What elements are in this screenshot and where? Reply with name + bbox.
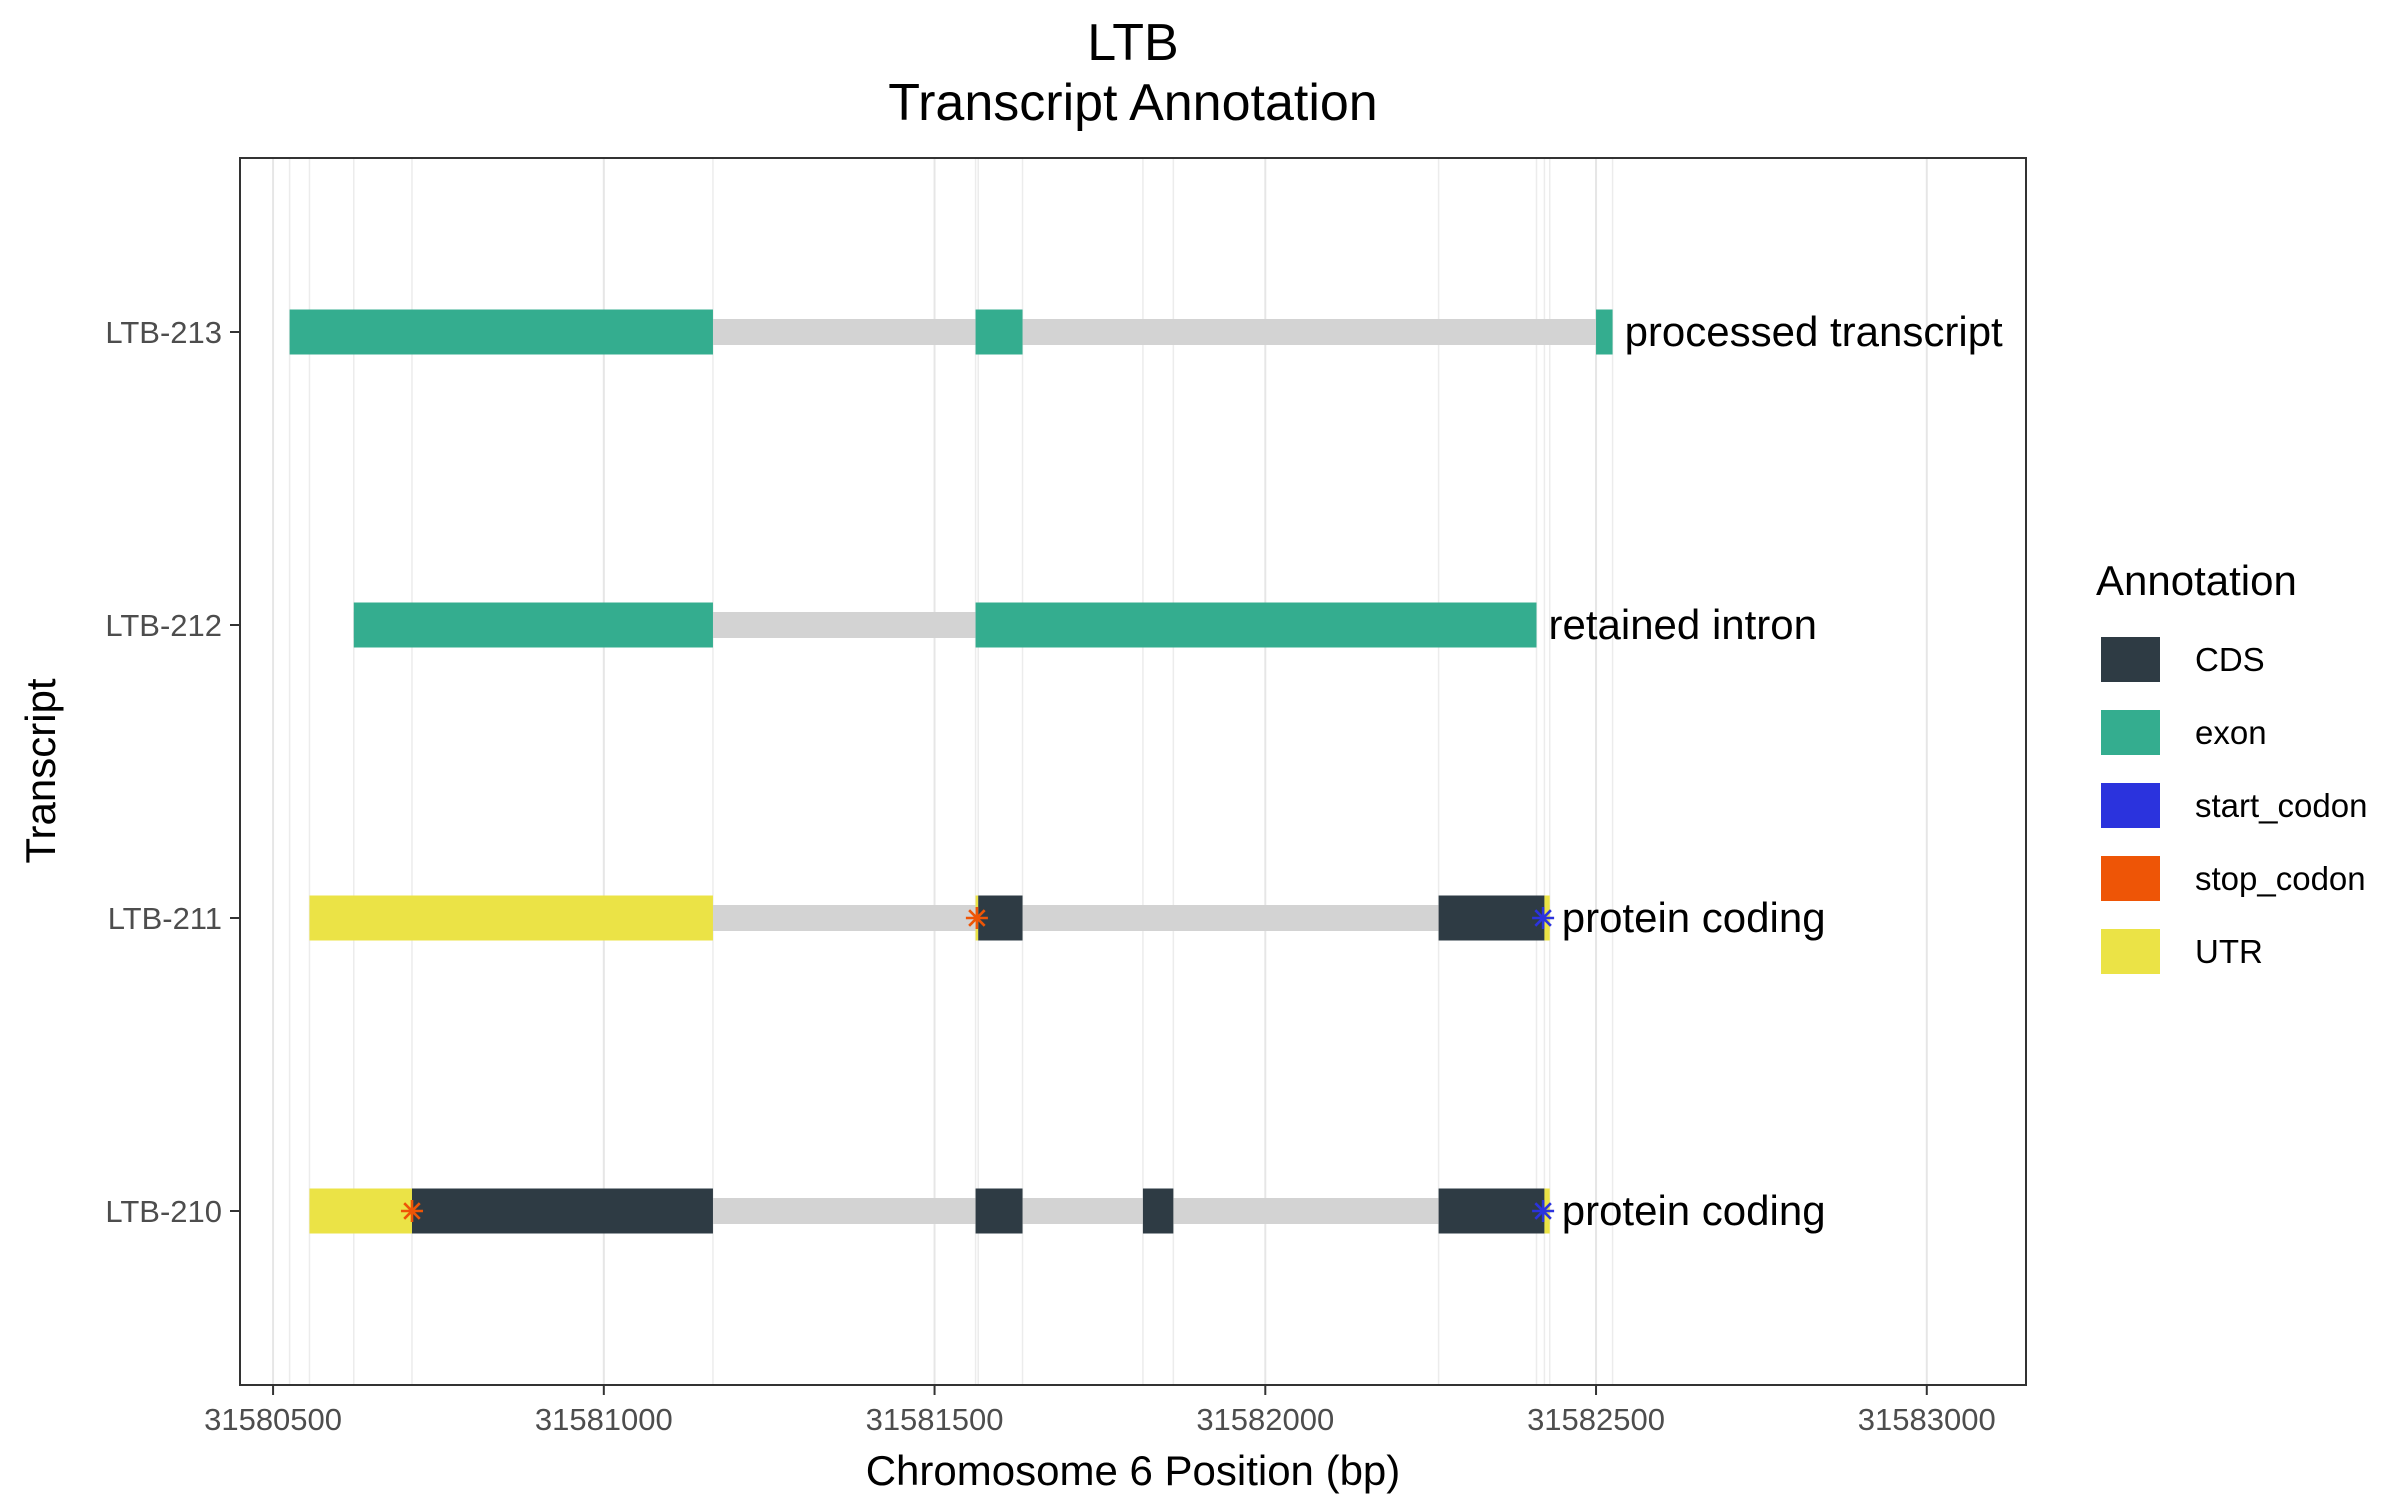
y-axis-title: Transcript: [17, 678, 64, 863]
x-tick-label: 31582000: [1196, 1402, 1334, 1437]
biotype-label: protein coding: [1562, 1187, 1826, 1234]
legend-swatch: [2101, 783, 2160, 828]
legend-item-cds: CDS: [2101, 637, 2265, 682]
chart-subtitle: Transcript Annotation: [888, 74, 1377, 132]
stop-codon-marker: [965, 907, 988, 929]
exon-segment: [353, 602, 713, 648]
exon-segment: [289, 309, 713, 355]
legend-swatch: [2101, 929, 2160, 974]
biotype-label: protein coding: [1562, 894, 1826, 941]
x-tick-label: 31580500: [204, 1402, 342, 1437]
legend-item-stop-codon: stop_codon: [2101, 856, 2366, 901]
cds-segment: [1142, 1188, 1174, 1234]
legend-swatch: [2101, 637, 2160, 682]
y-tick-label: LTB-211: [108, 901, 222, 936]
chart-title: LTB: [1087, 14, 1179, 72]
legend-item-exon: exon: [2101, 710, 2267, 755]
legend-label: start_codon: [2195, 787, 2367, 824]
x-tick-label: 31583000: [1858, 1402, 1996, 1437]
y-tick-label: LTB-213: [105, 315, 222, 350]
exon-segment: [975, 309, 1023, 355]
legend-label: CDS: [2195, 641, 2265, 678]
cds-segment: [975, 1188, 1023, 1234]
legend-label: exon: [2195, 714, 2267, 751]
transcript-tracks: [289, 309, 1613, 1234]
cds-segment: [1438, 1188, 1545, 1234]
legend-swatch: [2101, 856, 2160, 901]
legend: Annotation CDS exon start_codon stop_codon U…: [2096, 557, 2367, 974]
y-tick-label: LTB-210: [105, 1194, 222, 1229]
utr-segment: [309, 895, 713, 941]
plot-panel-border: [239, 157, 2027, 1386]
legend-item-utr: UTR: [2101, 929, 2263, 974]
x-axis-title: Chromosome 6 Position (bp): [866, 1447, 1401, 1494]
stop-codon-marker: [400, 1200, 423, 1222]
x-tick-label: 31581500: [866, 1402, 1004, 1437]
start-codon-marker: [1532, 1200, 1555, 1222]
cds-segment: [1438, 895, 1545, 941]
cds-segment: [411, 1188, 713, 1234]
transcript-ltb-213: [289, 309, 1613, 355]
x-tick-label: 31582500: [1527, 1402, 1665, 1437]
y-tick-label: LTB-212: [105, 608, 222, 643]
biotype-label: retained intron: [1549, 601, 1818, 648]
exon-segment: [975, 602, 1537, 648]
biotype-label: processed transcript: [1625, 308, 2003, 355]
transcript-ltb-211: [309, 895, 1555, 941]
grid-lines: [272, 158, 1928, 1385]
legend-title: Annotation: [2096, 557, 2297, 604]
plot-panel: [240, 158, 2026, 1385]
y-axis: LTB-213 LTB-212 LTB-211 LTB-210: [105, 315, 240, 1229]
utr-segment: [309, 1188, 412, 1234]
transcript-ltb-212: [353, 602, 1537, 648]
legend-label: stop_codon: [2195, 860, 2366, 897]
transcript-ltb-210: [309, 1188, 1555, 1234]
exon-segment: [1596, 309, 1613, 355]
x-axis: 31580500 31581000 31581500 31582000 31582500…: [204, 1385, 1996, 1437]
biotype-labels: processed transcript retained intron prote…: [1549, 308, 2004, 1234]
start-codon-marker: [1532, 907, 1555, 929]
x-tick-label: 31581000: [535, 1402, 673, 1437]
legend-item-start-codon: start_codon: [2101, 783, 2367, 828]
legend-label: UTR: [2195, 933, 2263, 970]
legend-swatch: [2101, 710, 2160, 755]
